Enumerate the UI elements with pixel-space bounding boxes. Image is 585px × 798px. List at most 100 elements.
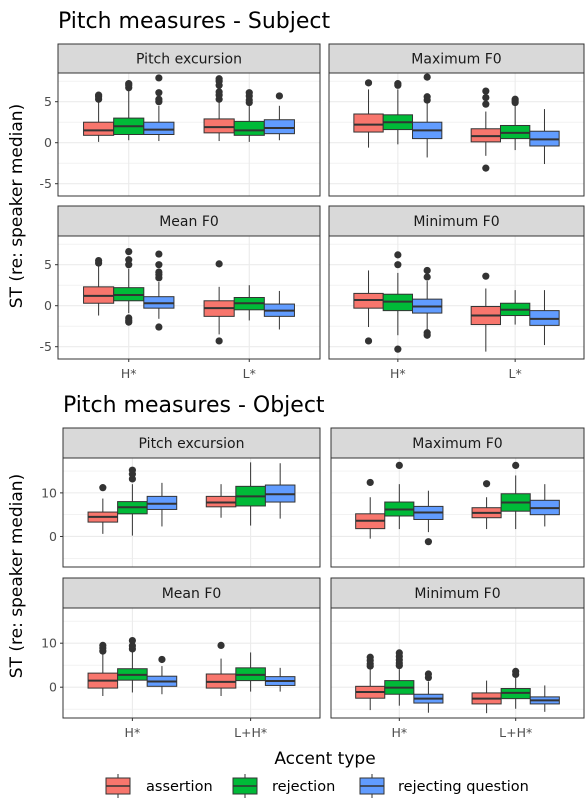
subject-panel-mean-f0-hstar-rejecting-question-outlier bbox=[155, 261, 163, 269]
subject-panel-mean-f0-x-tick-label: H* bbox=[121, 366, 137, 381]
object-panel-maximum-f0-hstar-rejection-box bbox=[384, 461, 415, 530]
object-panel-minimum-f0-strip-label: Minimum F0 bbox=[414, 586, 500, 602]
subject-panel-mean-f0-y-tick-label: 5 bbox=[44, 257, 52, 272]
subject-panel-pitch-excursion-hstar-rejecting-question-outlier bbox=[155, 74, 163, 82]
subject-panel-pitch-excursion-lstar-assertion-box bbox=[203, 75, 235, 142]
subject-panel-minimum-f0-border bbox=[328, 235, 585, 360]
subject-panel-mean-f0-lstar-rejection-box bbox=[233, 285, 265, 321]
object-panel-mean-f0-lplushstar-assertion-box bbox=[205, 641, 237, 696]
legend-label-assertion: assertion bbox=[146, 779, 213, 795]
subject-panel-maximum-f0-lstar-rejecting-question-box bbox=[529, 109, 560, 165]
object-panel-pitch-excursion-hstar-rejecting-question-box bbox=[146, 482, 178, 527]
object-panel-mean-f0-hstar-assertion-outlier bbox=[99, 641, 107, 650]
subject-panel-minimum-f0-hstar-assertion-outlier bbox=[364, 337, 373, 345]
object-panel-minimum-f0-border bbox=[330, 607, 585, 719]
subject-panel-pitch-excursion-strip bbox=[57, 43, 321, 74]
subject-panel-pitch-excursion-lstar-assertion-outlier bbox=[215, 75, 223, 83]
subject-panel-maximum-f0-lstar-assertion-outlier bbox=[482, 87, 490, 95]
subject-panel-maximum-f0-lstar-assertion-outlier bbox=[482, 164, 490, 172]
subject-panel-maximum-f0-hstar-rejecting-question-box bbox=[412, 73, 443, 158]
object-panel-mean-f0: Mean F0 0 10 H* L+H* bbox=[41, 577, 321, 740]
subject-panel-pitch-excursion-hstar-assertion-box bbox=[83, 91, 115, 142]
object-panel-pitch-excursion-y-tick-label: 0 bbox=[49, 529, 57, 544]
object-panel-mean-f0-hstar-rejecting-question-box bbox=[146, 655, 178, 695]
object-panel-pitch-excursion-hstar-rejection-outlier bbox=[128, 466, 136, 474]
subject-panel-maximum-f0-hstar-assertion-box bbox=[353, 79, 384, 148]
subject-panel-minimum-f0-lstar-assertion-outlier bbox=[482, 272, 490, 280]
subject-panel-maximum-f0-border bbox=[328, 72, 585, 197]
subject-panel-mean-f0-border bbox=[57, 235, 321, 360]
object-y-axis-label: ST (re: speaker median) bbox=[7, 474, 27, 678]
object-panel-mean-f0-strip-label: Mean F0 bbox=[162, 586, 222, 602]
object-panel-maximum-f0-lplushstar-rejection-box bbox=[500, 461, 531, 530]
subject-panel-pitch-excursion-hstar-rejecting-question-iqr bbox=[143, 121, 175, 135]
subject-y-axis-label: ST (re: speaker median) bbox=[7, 104, 27, 308]
subject-panel-pitch-excursion-lstar-rejecting-question-box bbox=[263, 92, 295, 141]
subject-panel-mean-f0-y-tick-label: 0 bbox=[44, 298, 52, 313]
subject-panel-pitch-excursion-border bbox=[57, 72, 321, 197]
subject-panel-pitch-excursion-hstar-rejecting-question-outlier bbox=[155, 89, 163, 97]
subject-panel-maximum-f0-lstar-rejection-outlier bbox=[511, 95, 519, 103]
subject-panel-pitch-excursion-strip-label: Pitch excursion bbox=[136, 52, 242, 68]
subject-panel-minimum-f0-strip-label: Minimum F0 bbox=[413, 214, 499, 230]
object-panel-mean-f0-y-tick-label: 10 bbox=[41, 636, 57, 651]
subject-panel-pitch-excursion: Pitch excursion -5 0 5 bbox=[40, 43, 321, 197]
object-panel-minimum-f0-x-tick-label: L+H* bbox=[499, 725, 532, 740]
legend-item-rejecting-question: rejecting question bbox=[359, 774, 529, 798]
object-panel-mean-f0-y-tick-label: 0 bbox=[49, 680, 57, 695]
subject-panel-pitch-excursion-y-tick-label: 0 bbox=[44, 135, 52, 150]
object-panel-mean-f0-lplushstar-rejection-box bbox=[235, 652, 266, 692]
subject-panel-minimum-f0-lstar-rejecting-question-box bbox=[529, 290, 560, 346]
subject-panel-mean-f0-lstar-assertion-box bbox=[203, 260, 235, 345]
object-panel-maximum-f0-border bbox=[330, 457, 585, 568]
legend-label-rejection: rejection bbox=[272, 779, 335, 795]
object-panel-pitch-excursion-strip bbox=[62, 427, 321, 459]
subject-panel-pitch-excursion-hstar-rejecting-question-box bbox=[143, 74, 175, 142]
legend-label-rejecting-question: rejecting question bbox=[398, 779, 529, 795]
object-panel-minimum-f0-hstar-rejecting-question-box bbox=[413, 670, 444, 713]
object-panel-mean-f0-hstar-assertion-box bbox=[87, 641, 119, 696]
subject-panel-maximum-f0-hstar-rejection-box bbox=[382, 80, 414, 145]
subject-panel-mean-f0-hstar-rejection-outlier bbox=[125, 247, 133, 256]
subject-panel-minimum-f0-hstar-rejecting-question-outlier bbox=[423, 266, 431, 275]
object-panel-pitch-excursion-lplushstar-rejecting-question-box bbox=[264, 463, 296, 519]
object-panel-minimum-f0-lplushstar-rejection-box bbox=[500, 667, 531, 709]
object-panel-mean-f0-lplushstar-assertion-outlier bbox=[217, 641, 225, 650]
object-chart-title: Pitch measures - Object bbox=[63, 393, 325, 418]
subject-panel-maximum-f0: Maximum F0 bbox=[328, 43, 585, 197]
subject-panel-pitch-excursion-lstar-rejection-outlier bbox=[245, 89, 253, 97]
object-panel-pitch-excursion: Pitch excursion 0 10 bbox=[41, 427, 321, 568]
subject-panel-pitch-excursion-y-tick-label: 5 bbox=[44, 94, 52, 109]
object-panel-mean-f0-x-tick-label: L+H* bbox=[234, 725, 267, 740]
subject-panel-maximum-f0-hstar-rejection-outlier bbox=[394, 80, 402, 88]
subject-panel-pitch-excursion-lstar-rejecting-question-iqr bbox=[263, 119, 295, 135]
object-panel-pitch-excursion-hstar-assertion-box bbox=[87, 484, 119, 534]
object-panel-mean-f0-lplushstar-rejecting-question-box bbox=[264, 667, 296, 692]
subject-panel-minimum-f0-x-tick-label: L* bbox=[509, 366, 522, 381]
object-panel-minimum-f0-lplushstar-rejection-outlier bbox=[512, 667, 520, 675]
object-panel-minimum-f0-hstar-assertion-box bbox=[355, 653, 386, 711]
subject-panel-maximum-f0-hstar-assertion-outlier bbox=[364, 79, 373, 87]
subject-panel-mean-f0-hstar-rejecting-question-outlier bbox=[155, 268, 163, 276]
legend: assertion rejection rejecting question bbox=[105, 774, 529, 798]
object-panel-maximum-f0-lplushstar-assertion-outlier bbox=[482, 480, 491, 488]
subject-panel-mean-f0-hstar-rejecting-question-box bbox=[143, 250, 175, 331]
object-panel-mean-f0-hstar-rejection-outlier bbox=[128, 642, 136, 650]
subject-panel-minimum-f0-hstar-rejection-box bbox=[382, 251, 414, 353]
object-panel-mean-f0-hstar-rejecting-question-outlier bbox=[158, 655, 166, 664]
subject-panel-mean-f0-lstar-assertion-outlier bbox=[215, 337, 223, 345]
object-panel-mean-f0-hstar-rejection-outlier bbox=[128, 636, 136, 645]
subject-panel-minimum-f0-hstar-rejecting-question-outlier bbox=[423, 273, 431, 281]
object-panel-maximum-f0-strip-label: Maximum F0 bbox=[412, 436, 502, 452]
subject-panel-maximum-f0-lstar-rejection-box bbox=[499, 95, 531, 151]
object-panel-minimum-f0-x-tick-label: H* bbox=[391, 725, 407, 740]
object-panel-mean-f0-border bbox=[62, 607, 321, 719]
object-panel-mean-f0-x-tick-label: H* bbox=[125, 725, 141, 740]
subject-panel-maximum-f0-strip bbox=[328, 43, 585, 74]
object-panel-pitch-excursion-hstar-rejection-box bbox=[117, 466, 148, 536]
subject-panel-minimum-f0-hstar-rejection-outlier bbox=[394, 345, 402, 353]
subject-panel-pitch-excursion-hstar-rejection-outlier bbox=[125, 80, 133, 88]
subject-panel-mean-f0-strip-label: Mean F0 bbox=[159, 214, 219, 230]
subject-panel-pitch-excursion-lstar-assertion-outlier bbox=[215, 88, 223, 96]
